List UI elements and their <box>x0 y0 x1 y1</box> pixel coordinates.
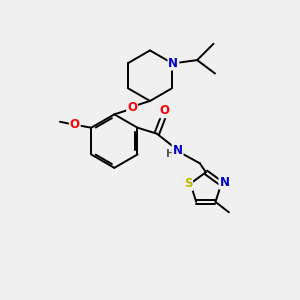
Text: O: O <box>159 104 169 117</box>
Text: S: S <box>184 177 192 190</box>
Text: N: N <box>219 176 230 189</box>
Text: N: N <box>168 57 178 70</box>
Text: O: O <box>127 101 137 114</box>
Text: H: H <box>166 149 175 160</box>
Text: N: N <box>172 143 183 157</box>
Text: O: O <box>70 118 80 131</box>
